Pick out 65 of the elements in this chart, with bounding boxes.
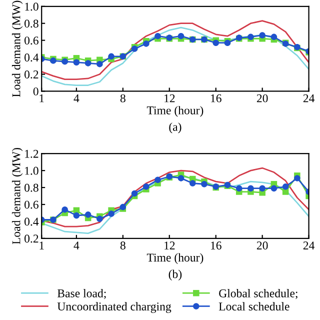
- legend-label: Base load;: [58, 289, 106, 300]
- y-tick-label: 1.2: [25, 150, 38, 158]
- y-axis-title: Load demand (MW): [12, 148, 23, 244]
- point: [73, 212, 80, 219]
- point: [190, 180, 196, 186]
- point: [108, 53, 114, 60]
- x-tick-label: 8: [120, 94, 126, 102]
- point: [154, 32, 161, 40]
- point: [259, 32, 266, 38]
- x-tick-label: 1: [40, 94, 44, 102]
- y-tick-label: 0.6: [24, 200, 38, 209]
- legend-label: Local schedule: [218, 302, 290, 310]
- legend-label: Uncoordinated charging: [57, 302, 172, 313]
- point: [143, 184, 150, 190]
- x-tick-label: 12: [164, 242, 175, 250]
- x-tick-label: 8: [120, 242, 126, 250]
- point: [294, 175, 300, 182]
- line-series: [42, 26, 309, 86]
- y-tick-label: 1.0: [25, 166, 38, 175]
- legend-label: Global schedule;: [219, 289, 298, 300]
- point: [108, 210, 114, 217]
- point: [201, 181, 208, 188]
- line-series: [42, 20, 309, 80]
- x-axis-title: Time (hour): [146, 253, 204, 264]
- x-tick-label: 12: [164, 94, 175, 102]
- y-tick-label: 0.4: [24, 218, 39, 226]
- point: [248, 185, 254, 192]
- y-tick-label: 0.2: [24, 234, 38, 243]
- point: [96, 60, 103, 68]
- point: [143, 40, 150, 47]
- x-tick-label: 16: [210, 94, 222, 102]
- x-tick-label: 16: [210, 242, 222, 250]
- y-tick-label: 0.2: [24, 70, 38, 79]
- text: (b): [168, 270, 182, 280]
- x-tick-label: 1: [40, 242, 44, 250]
- point: [270, 185, 278, 192]
- y-tick-label: 0.4: [24, 54, 39, 62]
- y-tick-label: 0.8: [24, 20, 38, 28]
- point: [236, 185, 242, 192]
- text: (a): [169, 122, 182, 134]
- point: [131, 190, 138, 197]
- x-axis-title: Time (hour): [146, 106, 204, 117]
- x-tick-label: 24: [303, 242, 315, 250]
- y-tick-label: 0.8: [24, 184, 38, 192]
- point: [73, 59, 80, 66]
- point: [178, 32, 184, 40]
- x-tick-label: 4: [74, 94, 80, 102]
- point: [154, 176, 161, 184]
- x-tick-label: 20: [256, 94, 268, 102]
- point: [84, 60, 92, 66]
- point: [62, 206, 68, 213]
- point: [178, 175, 184, 182]
- y-axis-title: Load demand (MW): [12, 0, 23, 97]
- x-tick-label: 24: [303, 94, 315, 102]
- y-tick-label: 0.6: [24, 36, 38, 45]
- point: [270, 34, 278, 40]
- point: [259, 185, 266, 192]
- point: [96, 216, 103, 222]
- point: [212, 40, 219, 46]
- x-tick-label: 20: [256, 242, 268, 250]
- y-tick-label: 0: [33, 87, 38, 96]
- x-tick-label: 4: [74, 242, 80, 250]
- y-tick-label: 1.0: [25, 2, 38, 11]
- point: [282, 184, 289, 190]
- point: [84, 212, 92, 218]
